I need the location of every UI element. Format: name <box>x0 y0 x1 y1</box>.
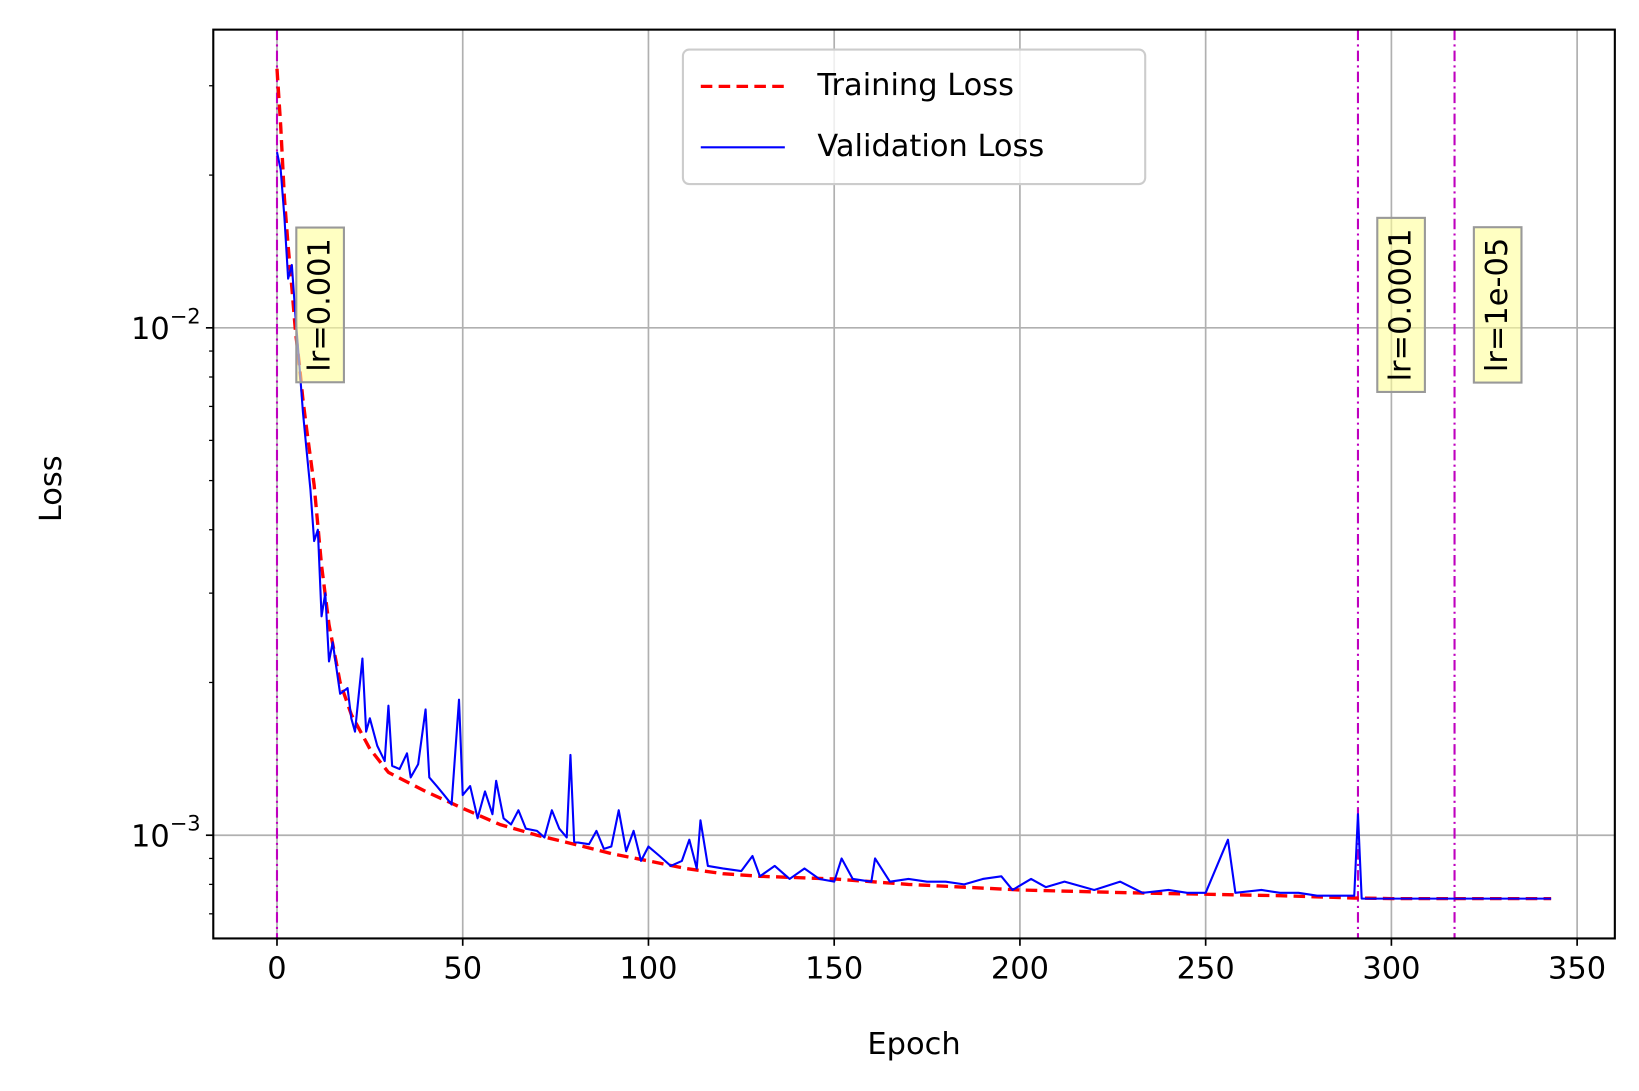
x-tick-label: 150 <box>805 951 863 986</box>
annotation-box <box>1376 216 1426 393</box>
series-line <box>275 151 1552 900</box>
legend: Training Loss Validation Loss <box>681 48 1147 186</box>
x-tick-label: 100 <box>619 951 677 986</box>
annotation-box <box>295 226 345 384</box>
x-tick-label: 250 <box>1177 951 1235 986</box>
axes-frame <box>212 28 1616 940</box>
annotation-text: lr=0.0001 <box>1384 228 1419 381</box>
y-tick-label: 10−2 <box>131 303 201 346</box>
legend-box <box>681 48 1147 186</box>
legend-label: Validation Loss <box>817 129 1044 164</box>
x-tick-label: 300 <box>1362 951 1420 986</box>
annotation: lr=1e-05 <box>1472 226 1523 384</box>
x-tick-label: 50 <box>443 951 482 986</box>
y-tick-label: 10−3 <box>131 811 201 854</box>
legend-label: Training Loss <box>816 68 1014 103</box>
annotation-text: lr=0.001 <box>303 238 338 372</box>
annotation: lr=0.001 <box>295 226 345 384</box>
x-tick-label: 0 <box>267 951 286 986</box>
annotation: lr=0.0001 <box>1376 216 1426 393</box>
annotation-box <box>1472 226 1523 384</box>
annotation-text: lr=1e-05 <box>1480 238 1515 372</box>
x-axis-label: Epoch <box>867 1027 960 1062</box>
y-tick-base: 10 <box>131 819 170 854</box>
y-tick-base: 10 <box>131 311 170 346</box>
x-tick-label: 200 <box>991 951 1049 986</box>
x-tick-label: 350 <box>1548 951 1606 986</box>
y-tick-exponent: −3 <box>170 811 201 836</box>
plot-area: lr=0.001 lr=0.0001 lr=1e-05 <box>275 29 1552 939</box>
y-tick-exponent: −2 <box>170 303 201 328</box>
y-axis-label: Loss <box>34 455 69 522</box>
